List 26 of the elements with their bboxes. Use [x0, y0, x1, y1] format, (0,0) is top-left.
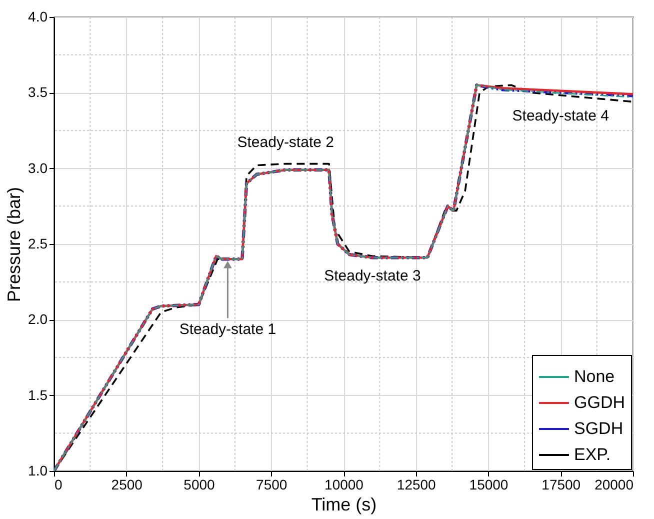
y-axis-title: Pressure (bar)	[4, 186, 24, 302]
legend-label: SGDH	[574, 419, 624, 438]
y-tick-label: 4.0	[28, 8, 48, 24]
y-tick-label: 2.0	[28, 311, 48, 328]
annotation: Steady-state 3	[324, 268, 421, 285]
annotation: Steady-state 4	[512, 108, 609, 125]
x-axis-title: Time (s)	[311, 494, 377, 514]
x-tick-label: 0	[54, 476, 62, 492]
y-tick-label: 1.0	[28, 462, 48, 478]
x-tick-label: 15000	[469, 476, 508, 492]
annotation: Steady-state 2	[237, 134, 334, 151]
annotation: Steady-state 1	[179, 321, 276, 338]
y-tick-label: 3.0	[28, 160, 48, 176]
x-tick-label: 20000	[594, 476, 634, 492]
x-tick-label: 10000	[324, 476, 364, 492]
x-tick-label: 7500	[256, 476, 288, 492]
legend-label: None	[574, 367, 615, 386]
y-tick-label: 1.5	[28, 386, 48, 403]
legend-label: GGDH	[574, 393, 625, 412]
x-tick-label: 5000	[184, 476, 216, 492]
y-tick-label: 2.5	[28, 236, 48, 252]
x-tick-label: 12500	[396, 476, 436, 492]
x-tick-label: 17500	[542, 476, 581, 492]
legend-label: EXP.	[574, 445, 611, 464]
x-tick-label: 2500	[111, 476, 143, 492]
y-tick-label: 3.5	[28, 84, 48, 100]
